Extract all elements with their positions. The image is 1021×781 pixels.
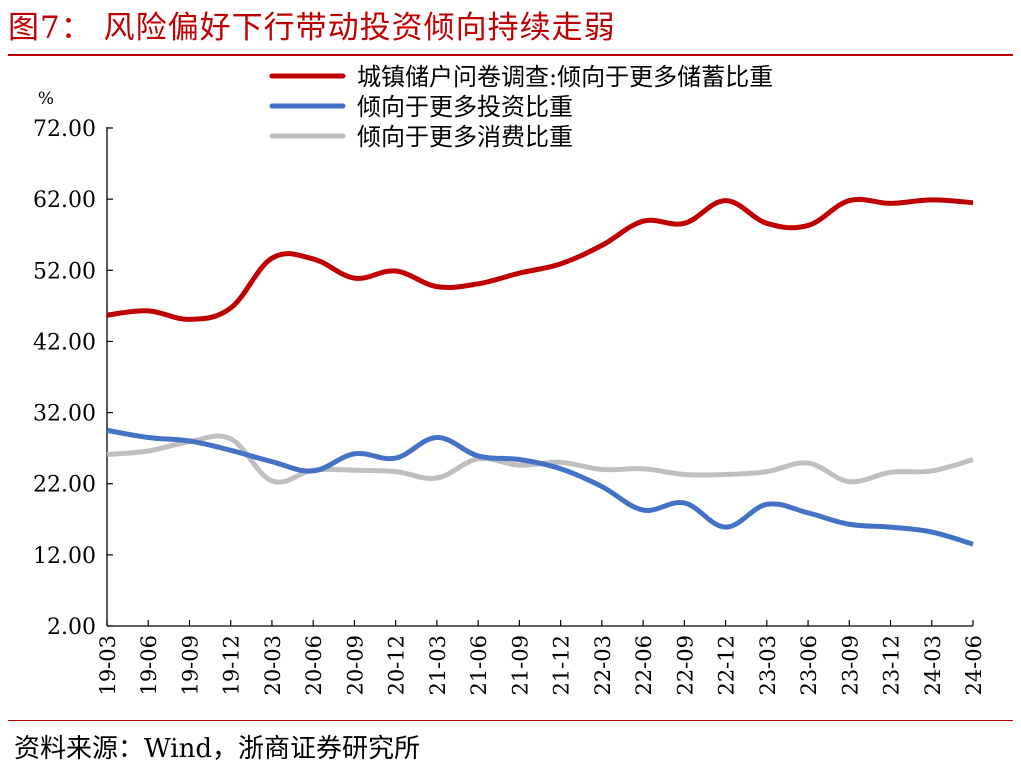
- y-tick-label: 72.00: [33, 117, 96, 142]
- x-tick-label: 23-06: [797, 635, 821, 696]
- legend-label-savings: 城镇储户问卷调查:倾向于更多储蓄比重: [357, 63, 773, 91]
- x-tick-label: 24-06: [962, 635, 986, 696]
- y-tick-label: 12.00: [33, 544, 96, 569]
- figure-title: 图7： 风险偏好下行带动投资倾向持续走弱: [8, 10, 616, 46]
- y-tick-label: 32.00: [33, 402, 96, 427]
- x-tick-label: 20-09: [343, 635, 367, 696]
- x-tick-label: 19-06: [137, 635, 161, 696]
- x-tick-label: 20-12: [385, 635, 409, 696]
- x-tick-label: 21-03: [426, 635, 450, 696]
- y-tick-label: 52.00: [33, 259, 96, 284]
- y-tick-label: 62.00: [33, 188, 96, 213]
- x-tick-label: 23-12: [880, 635, 904, 696]
- y-tick-label: 42.00: [33, 330, 96, 355]
- y-axis-unit: %: [38, 89, 54, 109]
- source-note: 资料来源：Wind，浙商证券研究所: [14, 734, 420, 764]
- x-tick-label: 24-03: [921, 635, 945, 696]
- legend-label-consumption: 倾向于更多消费比重: [357, 123, 573, 151]
- x-tick-label: 19-03: [96, 635, 120, 696]
- series-line-savings: [106, 196, 974, 322]
- x-tick-label: 22-12: [715, 635, 739, 696]
- x-tick-label: 21-06: [467, 635, 491, 696]
- x-tick-label: 21-12: [550, 635, 574, 696]
- chart-series: [106, 196, 974, 547]
- x-tick-label: 22-06: [632, 635, 656, 696]
- x-tick-label: 20-03: [261, 635, 285, 696]
- source-rule: [8, 720, 1013, 721]
- x-tick-label: 21-09: [508, 635, 532, 696]
- x-tick-label: 20-06: [302, 635, 326, 696]
- x-tick-label: 23-03: [756, 635, 780, 696]
- series-line-investment: [106, 427, 974, 547]
- series-line-consumption: [106, 433, 974, 485]
- x-tick-label: 23-09: [838, 635, 862, 696]
- chart-axes: % 72.00 62.00 52.00 42.00 32.00 22.00 12.00 2.00…: [33, 89, 986, 696]
- x-tick-label: 19-09: [178, 635, 202, 696]
- x-tick-label: 22-09: [673, 635, 697, 696]
- x-tick-label: 19-12: [220, 635, 244, 696]
- legend-label-investment: 倾向于更多投资比重: [357, 93, 573, 121]
- title-rule: [8, 54, 1013, 56]
- y-tick-label: 2.00: [47, 615, 96, 640]
- line-chart: % 72.00 62.00 52.00 42.00 32.00 22.00 12.00 2.00…: [33, 63, 986, 696]
- x-tick-label: 22-03: [591, 635, 615, 696]
- y-tick-label: 22.00: [33, 473, 96, 498]
